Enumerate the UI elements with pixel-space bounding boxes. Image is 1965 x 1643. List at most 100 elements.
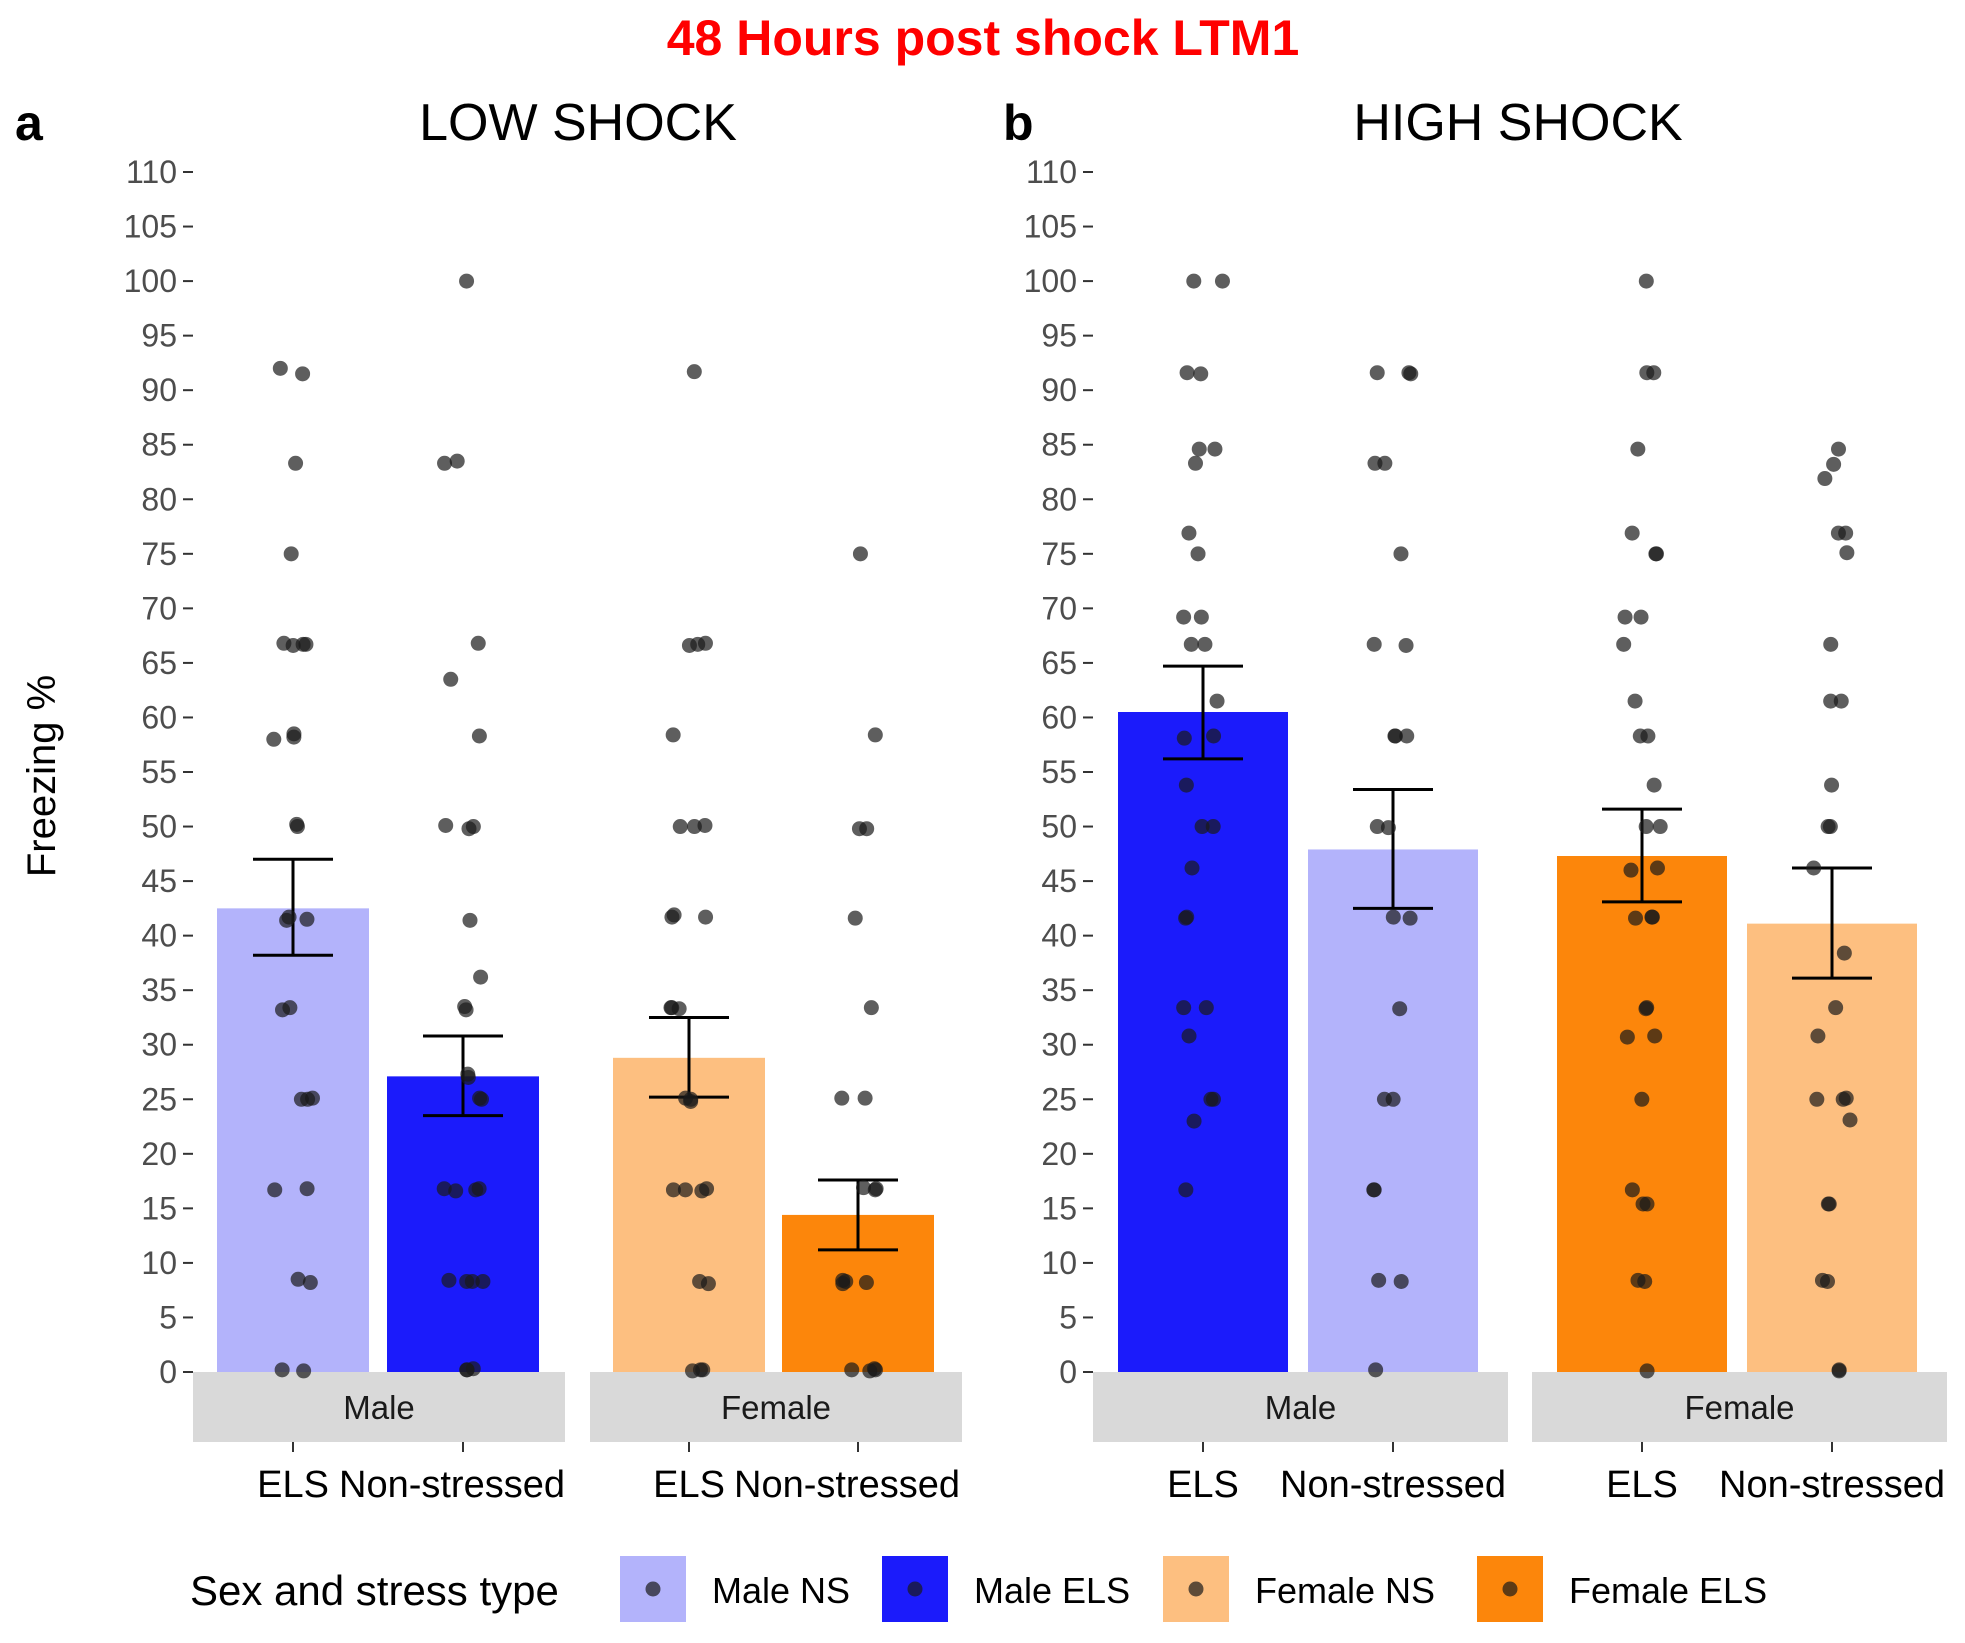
- data-point: [299, 1181, 315, 1197]
- data-point: [272, 360, 288, 376]
- data-point: [1193, 366, 1209, 382]
- y-tick-label: 100: [1024, 263, 1077, 299]
- data-point: [1638, 819, 1654, 835]
- legend-point-icon: [907, 1581, 923, 1597]
- panel-letter: a: [15, 95, 44, 151]
- data-point: [665, 1182, 681, 1198]
- data-point: [1178, 777, 1194, 793]
- data-point: [1831, 1363, 1847, 1379]
- data-point: [1624, 1182, 1640, 1198]
- data-point: [672, 819, 688, 835]
- data-point: [1206, 728, 1222, 744]
- data-point: [1806, 860, 1822, 876]
- y-tick-label: 45: [141, 863, 177, 899]
- data-point: [436, 1181, 452, 1197]
- y-tick-label: 85: [141, 427, 177, 463]
- data-point: [283, 546, 299, 562]
- data-point: [851, 821, 867, 837]
- y-tick-label: 95: [1041, 318, 1077, 354]
- y-tick-label: 90: [1041, 372, 1077, 408]
- data-point: [1366, 1182, 1382, 1198]
- data-point: [438, 817, 454, 833]
- data-point: [1176, 1000, 1192, 1016]
- data-point: [1649, 860, 1665, 876]
- y-tick-label: 80: [141, 481, 177, 517]
- data-point: [1639, 365, 1655, 381]
- panel-title: LOW SHOCK: [419, 94, 737, 152]
- data-point: [289, 819, 305, 835]
- data-point: [286, 729, 302, 745]
- data-point: [266, 731, 282, 747]
- data-point: [700, 1276, 716, 1292]
- data-point: [1833, 693, 1849, 709]
- facet-strip: [1093, 1372, 1508, 1442]
- y-tick-label: 50: [1041, 809, 1077, 845]
- data-point: [1367, 455, 1383, 471]
- y-tick-label: 25: [1041, 1081, 1077, 1117]
- legend-label: Female NS: [1255, 1570, 1435, 1611]
- data-point: [1838, 525, 1854, 541]
- data-point: [671, 1001, 687, 1017]
- y-tick-label: 60: [1041, 699, 1077, 735]
- y-tick-label: 75: [141, 536, 177, 572]
- data-point: [686, 364, 702, 380]
- data-point: [1399, 728, 1415, 744]
- data-point: [472, 1090, 488, 1106]
- data-point: [457, 999, 473, 1015]
- panel-a: a LOW SHOCK 0 5 10 15 20 25 30 35 40 45 50 55 60 65 70 75…: [15, 94, 962, 1506]
- legend-entry-female_ns: Female NS: [1163, 1556, 1435, 1622]
- data-point: [1639, 1363, 1655, 1379]
- panel-b: b HIGH SHOCK 0 5 10 15 20 25 30 35 40 45 50 55 60 65 70 7…: [1003, 94, 1947, 1506]
- data-point: [1179, 365, 1195, 381]
- data-point: [1181, 525, 1197, 541]
- data-point: [1638, 273, 1654, 289]
- facet-strip: [193, 1372, 565, 1442]
- data-point: [300, 1091, 316, 1107]
- data-point: [449, 453, 465, 469]
- data-point: [1836, 945, 1852, 961]
- data-point: [1366, 636, 1382, 652]
- data-point: [1194, 819, 1210, 835]
- data-point: [852, 546, 868, 562]
- data-point: [1839, 545, 1855, 561]
- data-point: [1823, 636, 1839, 652]
- facet-strip: [1532, 1372, 1947, 1442]
- data-point: [1831, 441, 1847, 457]
- data-point: [844, 1362, 860, 1378]
- data-point: [665, 727, 681, 743]
- data-point: [460, 1066, 476, 1082]
- panel-title: HIGH SHOCK: [1353, 94, 1683, 152]
- data-point: [459, 1362, 475, 1378]
- data-point: [441, 1272, 457, 1288]
- data-point: [1209, 693, 1225, 709]
- chart-panels: a LOW SHOCK051015202530354045505560657075…: [15, 94, 1947, 1506]
- facet-strip-label: Male: [343, 1389, 415, 1426]
- y-tick-label: 55: [141, 754, 177, 790]
- legend-point-icon: [645, 1581, 661, 1597]
- y-tick-label: 95: [141, 318, 177, 354]
- legend-label: Male NS: [712, 1570, 850, 1611]
- data-point: [1640, 728, 1656, 744]
- data-point: [1398, 637, 1414, 653]
- data-point: [694, 1183, 710, 1199]
- data-point: [1402, 910, 1418, 926]
- facet-strip-label: Female: [1684, 1389, 1794, 1426]
- x-category-label: ELS: [257, 1464, 329, 1506]
- y-tick-label: 40: [1041, 918, 1077, 954]
- y-tick-label: 105: [1024, 209, 1077, 245]
- data-point: [1647, 1028, 1663, 1044]
- data-point: [1809, 1091, 1825, 1107]
- y-tick-label: 0: [1059, 1354, 1077, 1390]
- y-tick-label: 110: [1026, 154, 1077, 190]
- data-point: [443, 671, 459, 687]
- data-point: [1824, 777, 1840, 793]
- data-point: [685, 1363, 701, 1379]
- x-category-label: Non-stressed: [734, 1464, 960, 1506]
- facet-strip: [590, 1372, 962, 1442]
- data-point: [1624, 525, 1640, 541]
- data-point: [1821, 1196, 1837, 1212]
- y-tick-label: 10: [1041, 1245, 1077, 1281]
- data-point: [1178, 1182, 1194, 1198]
- data-point: [462, 912, 478, 928]
